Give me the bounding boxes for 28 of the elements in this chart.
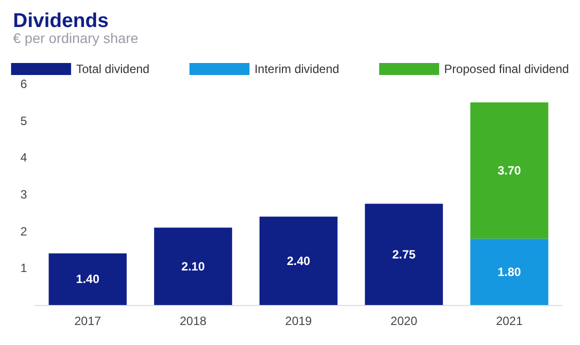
y-tick-label: 3 <box>20 188 28 202</box>
y-tick-label: 4 <box>20 150 28 165</box>
y-tick-label: 5 <box>20 114 28 128</box>
x-tick-label: 2021 <box>496 314 523 328</box>
bar <box>470 238 548 305</box>
x-tick-label: 2017 <box>74 314 102 328</box>
bar <box>48 253 127 305</box>
data-label: 3.70 <box>498 164 522 178</box>
bar <box>154 228 232 305</box>
bar <box>470 102 548 239</box>
legend-label: Interim dividend <box>254 62 340 76</box>
legend-label: Proposed final dividend <box>444 62 569 76</box>
x-tick-label: 2019 <box>285 314 312 328</box>
y-tick-label: 6 <box>20 77 28 91</box>
x-tick-label: 2018 <box>180 314 207 328</box>
legend-label: Total dividend <box>76 62 150 76</box>
data-label: 1.80 <box>498 264 522 279</box>
data-label: 2.75 <box>392 247 416 262</box>
chart-subtitle: € per ordinary share <box>13 30 139 46</box>
bar <box>260 216 338 305</box>
y-tick-label: 1 <box>20 261 28 276</box>
bar <box>364 204 443 305</box>
data-label: 2.40 <box>286 254 310 268</box>
chart-title: Dividends <box>13 10 109 32</box>
x-tick-label: 2020 <box>390 314 418 328</box>
data-label: 1.40 <box>76 272 100 286</box>
y-tick-label: 2 <box>20 224 28 238</box>
data-label: 2.10 <box>181 259 206 274</box>
